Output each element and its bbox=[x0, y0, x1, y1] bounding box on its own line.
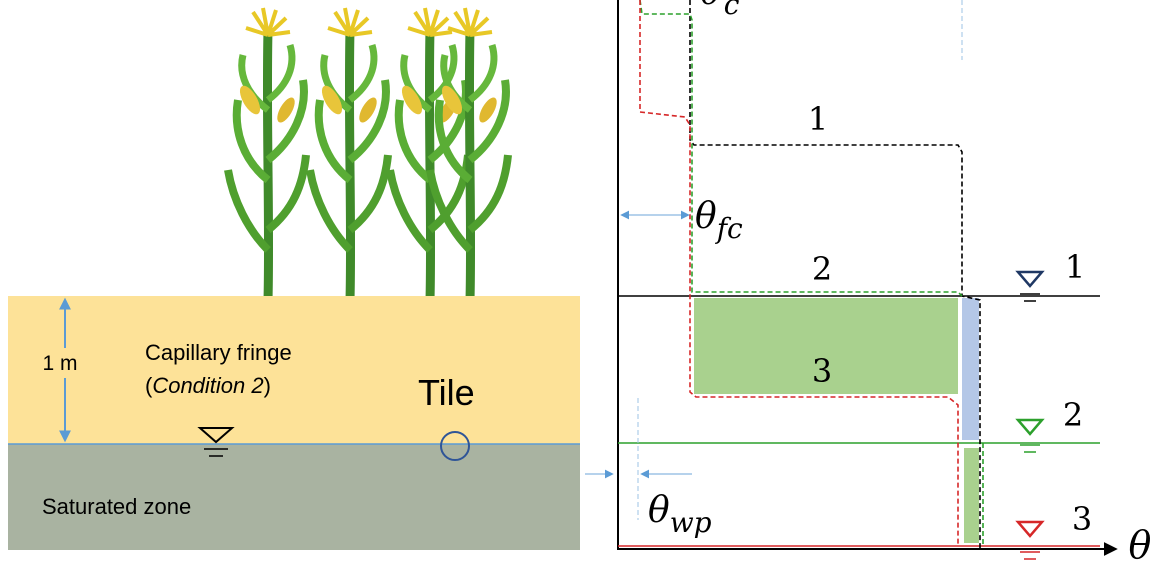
moisture-profile-3 bbox=[640, 0, 958, 545]
water-table-symbol bbox=[1020, 294, 1040, 301]
condition-label: (Condition 2) bbox=[145, 373, 271, 398]
water-table-label: 3 bbox=[1072, 500, 1092, 538]
water-table-symbol bbox=[1018, 272, 1042, 286]
corn-plant bbox=[390, 8, 468, 300]
capillary-fringe-zone bbox=[8, 296, 580, 444]
theta-c-label: θc bbox=[700, 0, 740, 21]
corn-plant bbox=[228, 8, 306, 300]
water-table-symbol bbox=[1018, 522, 1042, 536]
saturated-label: Saturated zone bbox=[42, 494, 191, 519]
curve-label: 1 bbox=[808, 100, 828, 138]
tile-label: Tile bbox=[418, 372, 475, 413]
water-table-label: 1 bbox=[1065, 248, 1085, 286]
moisture-profile-1 bbox=[690, 0, 980, 548]
diagram: 1 m Capillary fringe (Condition 2) Tile … bbox=[0, 0, 1155, 565]
theta-fc-label: θfc bbox=[695, 196, 743, 245]
water-table-symbol bbox=[1020, 552, 1040, 559]
water-table-symbol bbox=[1018, 420, 1042, 434]
theta-wp-label: θwp bbox=[648, 490, 712, 539]
depth-label: 1 m bbox=[42, 352, 77, 375]
drained-water-area bbox=[962, 298, 979, 440]
curve-label: 3 bbox=[812, 352, 832, 390]
water-table-label: 2 bbox=[1063, 396, 1083, 434]
stored-water-area bbox=[964, 448, 979, 543]
curve-label: 2 bbox=[812, 250, 832, 288]
corn-plant bbox=[310, 8, 388, 300]
capillary-label: Capillary fringe bbox=[145, 340, 292, 365]
x-axis-label: θ bbox=[1129, 523, 1152, 565]
water-table-symbol bbox=[1020, 445, 1040, 452]
